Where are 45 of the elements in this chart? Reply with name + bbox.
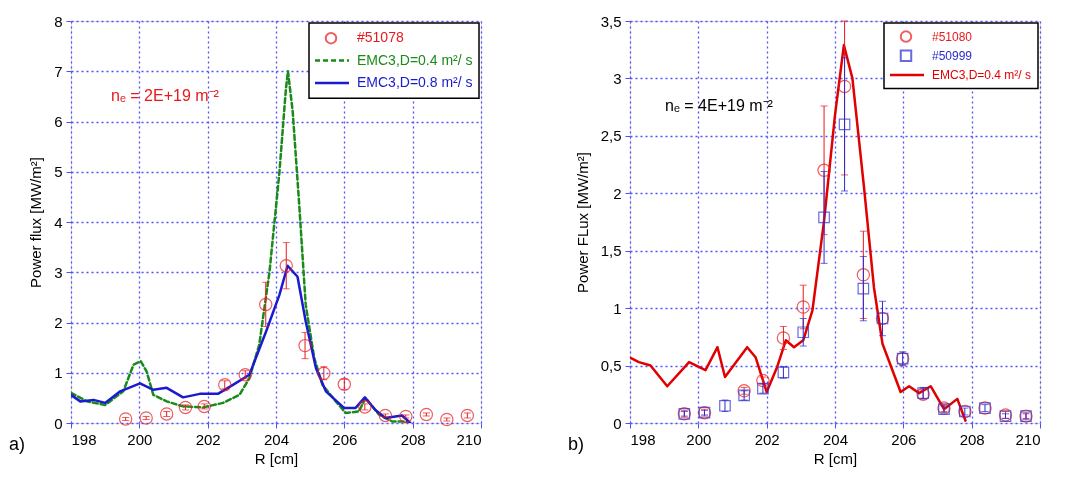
- y-tick-label: 2: [613, 184, 622, 202]
- y-tick-label: 4: [54, 213, 63, 231]
- y-tick-label: 8: [54, 12, 63, 30]
- y-tick-label: 5: [54, 163, 63, 181]
- x-axis-title: R [cm]: [254, 449, 299, 467]
- text: b): [568, 434, 585, 454]
- x-tick-label: 200: [686, 430, 712, 448]
- y-tick-label: 1: [613, 299, 622, 317]
- annotation: nₑ = 2E+19 m⁻²: [111, 87, 220, 104]
- y-tick-label: 3: [54, 263, 63, 281]
- y-tick-label: 1,5: [600, 242, 622, 260]
- x-tick-label: 202: [195, 430, 221, 448]
- text: a): [9, 434, 26, 454]
- y-axis-title: Power flux [MW/m²]: [27, 157, 45, 288]
- x-tick-label: 200: [127, 430, 153, 448]
- y-tick-label: 7: [54, 62, 63, 80]
- y-tick-label: 0: [54, 414, 63, 432]
- legend-label: EMC3,D=0.4 m²/ s: [357, 51, 473, 68]
- annotation: nₑ = 4E+19 m⁻²: [665, 97, 774, 114]
- x-tick-label: 202: [754, 430, 780, 448]
- y-tick-label: 0,5: [600, 357, 622, 375]
- x-tick-label: 210: [456, 430, 482, 448]
- x-tick-label: 198: [71, 430, 97, 448]
- x-tick-label: 198: [630, 430, 656, 448]
- y-tick-label: 2: [54, 314, 63, 331]
- y-tick-label: 1: [54, 364, 63, 382]
- y-tick-label: 3: [613, 69, 622, 87]
- y-tick-label: 6: [54, 113, 63, 130]
- x-tick-label: 208: [959, 430, 985, 448]
- y-tick-label: 2,5: [600, 127, 622, 145]
- legend-label: #50999: [932, 48, 973, 63]
- x-tick-label: 206: [891, 430, 917, 448]
- x-tick-label: 208: [400, 430, 426, 448]
- x-tick-label: 204: [263, 430, 290, 448]
- x-axis-title: R [cm]: [813, 449, 858, 467]
- y-tick-label: 0: [613, 414, 622, 432]
- legend-label: #51080: [932, 29, 973, 44]
- x-tick-label: 206: [332, 430, 358, 448]
- legend-label: #51078: [357, 29, 404, 46]
- x-tick-label: 204: [822, 430, 849, 448]
- legend-label: EMC3,D=0.8 m²/ s: [357, 74, 473, 90]
- legend-label: EMC3,D=0.4 m²/ s: [932, 68, 1032, 82]
- y-axis-title: Power FLux [MW/m²]: [573, 152, 591, 293]
- y-tick-label: 3,5: [600, 12, 622, 30]
- x-tick-label: 210: [1015, 430, 1041, 448]
